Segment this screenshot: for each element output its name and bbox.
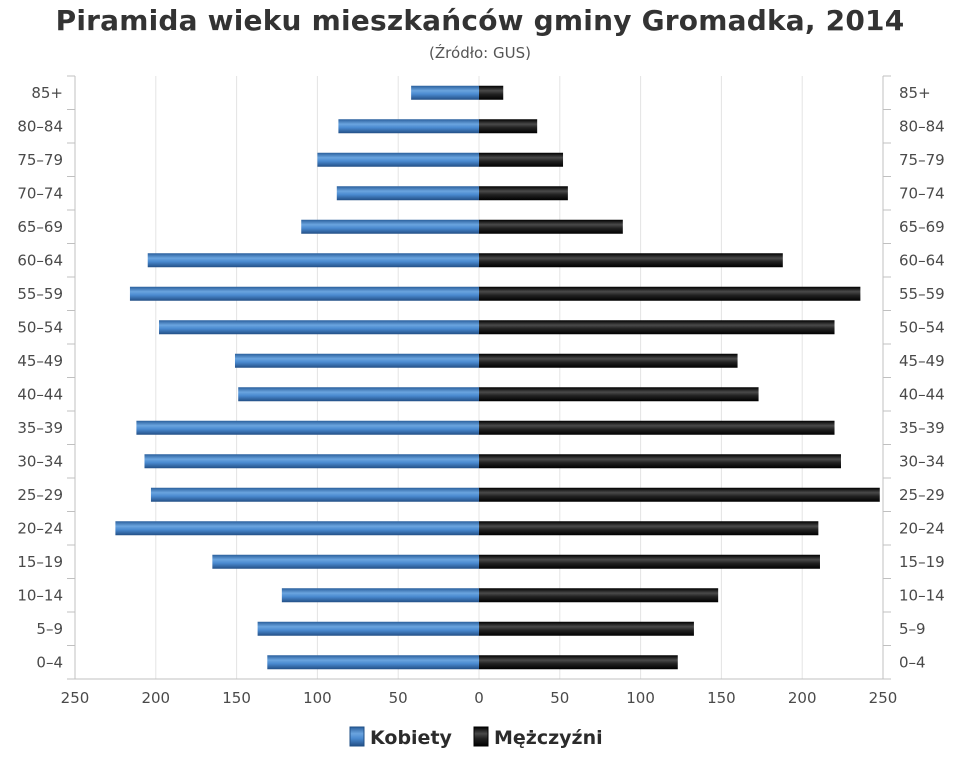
chart-title: Piramida wieku mieszkańców gminy Gromadk…	[55, 4, 905, 37]
y-tick-label-right: 45–49	[899, 352, 945, 370]
y-tick-label-right: 85+	[899, 84, 931, 102]
bar-mezczyzni	[479, 85, 504, 100]
y-tick-label-left: 20–24	[17, 519, 63, 537]
bar-kobiety	[411, 85, 479, 100]
chart-subtitle: (Źródło: GUS)	[429, 44, 531, 62]
bar-kobiety	[150, 487, 479, 502]
axes: 250 200 150 100 50 0 50 100 150 200 250 85+ 85+ 80–84…	[17, 75, 945, 707]
bar-kobiety	[147, 253, 479, 268]
y-tick-label-left: 60–64	[17, 251, 63, 269]
x-tick-label: 50	[550, 689, 569, 707]
x-tick-label: 200	[788, 689, 817, 707]
y-tick-label-left: 0–4	[36, 653, 63, 671]
bars	[115, 85, 880, 670]
bar-kobiety	[234, 353, 479, 368]
y-tick-label-left: 70–74	[17, 184, 63, 202]
x-tick-label: 150	[707, 689, 736, 707]
bar-mezczyzni	[479, 454, 841, 469]
y-tick-label-left: 40–44	[17, 385, 63, 403]
bar-mezczyzni	[479, 353, 738, 368]
x-tick-label: 150	[222, 689, 251, 707]
y-tick-label-left: 80–84	[17, 117, 63, 135]
y-tick-label-right: 60–64	[899, 251, 945, 269]
y-tick-label-left: 25–29	[17, 486, 63, 504]
x-tick-label: 100	[626, 689, 655, 707]
bar-mezczyzni	[479, 487, 880, 502]
y-tick-label-left: 85+	[31, 84, 63, 102]
bar-kobiety	[257, 621, 479, 636]
bar-kobiety	[144, 454, 479, 469]
x-tick-label: 50	[389, 689, 408, 707]
x-tick-label: 100	[303, 689, 332, 707]
y-tick-label-right: 65–69	[899, 218, 945, 236]
y-tick-label-left: 50–54	[17, 318, 63, 336]
y-tick-label-right: 75–79	[899, 151, 945, 169]
y-tick-label-right: 0–4	[899, 653, 926, 671]
y-tick-label-right: 50–54	[899, 318, 945, 336]
bar-kobiety	[212, 554, 480, 569]
bar-mezczyzni	[479, 253, 783, 268]
y-tick-label-left: 15–19	[17, 553, 63, 571]
y-tick-label-left: 75–79	[17, 151, 63, 169]
bar-kobiety	[301, 219, 479, 234]
bar-mezczyzni	[479, 286, 861, 301]
legend-label-kobiety: Kobiety	[370, 727, 453, 749]
y-tick-label-right: 55–59	[899, 285, 945, 303]
y-tick-label-left: 30–34	[17, 452, 63, 470]
bar-kobiety	[338, 119, 479, 134]
y-tick-label-right: 25–29	[899, 486, 945, 504]
y-tick-label-left: 5–9	[36, 620, 63, 638]
y-tick-label-right: 80–84	[899, 117, 945, 135]
bar-kobiety	[238, 387, 479, 402]
y-tick-label-right: 30–34	[899, 452, 945, 470]
y-tick-label-left: 65–69	[17, 218, 63, 236]
y-tick-label-right: 15–19	[899, 553, 945, 571]
bar-kobiety	[129, 286, 479, 301]
bar-mezczyzni	[479, 420, 835, 435]
bar-mezczyzni	[479, 621, 694, 636]
y-tick-label-left: 55–59	[17, 285, 63, 303]
bar-kobiety	[317, 152, 479, 167]
bar-mezczyzni	[479, 320, 835, 335]
legend-swatch-mezczyzni	[473, 726, 489, 747]
legend-swatch-kobiety	[349, 726, 365, 747]
x-tick-label: 200	[141, 689, 170, 707]
y-tick-label-left: 10–14	[17, 586, 63, 604]
legend: Kobiety Mężczyźni	[349, 726, 603, 749]
y-tick-label-left: 35–39	[17, 419, 63, 437]
bar-mezczyzni	[479, 152, 564, 167]
x-tick-label: 250	[869, 689, 898, 707]
y-tick-label-right: 10–14	[899, 586, 945, 604]
y-tick-label-right: 40–44	[899, 385, 945, 403]
x-tick-label: 0	[474, 689, 484, 707]
y-tick-label-right: 70–74	[899, 184, 945, 202]
x-tick-label: 250	[61, 689, 90, 707]
bar-mezczyzni	[479, 387, 759, 402]
bar-mezczyzni	[479, 186, 568, 201]
y-tick-label-right: 35–39	[899, 419, 945, 437]
bar-kobiety	[159, 320, 480, 335]
bar-mezczyzni	[479, 554, 820, 569]
legend-label-mezczyzni: Mężczyźni	[494, 727, 603, 749]
y-tick-label-right: 5–9	[899, 620, 926, 638]
bar-kobiety	[136, 420, 479, 435]
bar-kobiety	[281, 588, 479, 603]
y-tick-label-right: 20–24	[899, 519, 945, 537]
bar-mezczyzni	[479, 655, 678, 670]
bar-kobiety	[336, 186, 479, 201]
bar-mezczyzni	[479, 588, 719, 603]
y-tick-label-left: 45–49	[17, 352, 63, 370]
bar-kobiety	[267, 655, 479, 670]
bar-kobiety	[115, 521, 480, 536]
bar-mezczyzni	[479, 521, 819, 536]
bar-mezczyzni	[479, 119, 538, 134]
bar-mezczyzni	[479, 219, 623, 234]
